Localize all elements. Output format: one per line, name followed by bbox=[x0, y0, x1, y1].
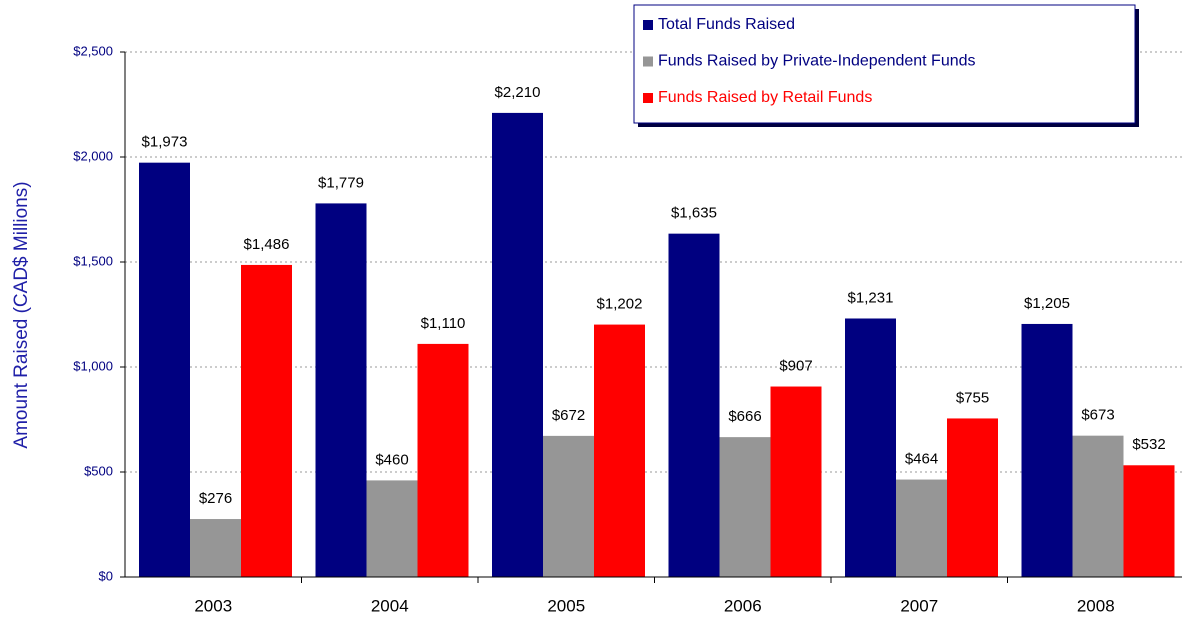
x-tick-label: 2005 bbox=[547, 596, 585, 615]
value-label: $666 bbox=[728, 408, 761, 425]
x-tick-label: 2003 bbox=[194, 596, 232, 615]
legend-swatch bbox=[643, 20, 653, 30]
value-label: $1,202 bbox=[597, 296, 643, 313]
value-label: $1,779 bbox=[318, 174, 364, 191]
value-label: $1,110 bbox=[421, 315, 466, 332]
bar bbox=[1021, 323, 1073, 577]
y-tick-label: $0 bbox=[99, 568, 113, 583]
value-label: $1,205 bbox=[1024, 295, 1070, 312]
value-label: $1,231 bbox=[848, 289, 894, 306]
legend-label: Total Funds Raised bbox=[658, 16, 795, 33]
bar bbox=[947, 418, 998, 577]
x-tick-label: 2004 bbox=[371, 596, 409, 615]
value-label: $460 bbox=[375, 451, 408, 468]
bar bbox=[366, 480, 418, 577]
bar bbox=[668, 233, 720, 577]
legend-label: Funds Raised by Retail Funds bbox=[658, 89, 872, 106]
value-label: $2,210 bbox=[495, 84, 541, 101]
value-label: $673 bbox=[1081, 407, 1114, 424]
bar bbox=[543, 435, 594, 577]
legend-swatch bbox=[643, 56, 653, 67]
bar bbox=[1123, 465, 1175, 577]
bar bbox=[770, 386, 822, 577]
y-axis-label: Amount Raised (CAD$ Millions) bbox=[11, 181, 32, 448]
legend-swatch bbox=[643, 93, 653, 103]
x-tick-label: 2007 bbox=[900, 596, 938, 615]
value-label: $1,486 bbox=[244, 236, 290, 253]
value-label: $1,973 bbox=[142, 134, 188, 151]
y-tick-label: $2,000 bbox=[73, 148, 113, 163]
y-tick-label: $1,000 bbox=[73, 358, 113, 373]
legend-label: Funds Raised by Private-Independent Fund… bbox=[658, 53, 976, 70]
value-label: $1,635 bbox=[671, 205, 717, 222]
bar bbox=[896, 479, 947, 577]
value-label: $907 bbox=[779, 357, 812, 374]
bar bbox=[845, 318, 896, 577]
value-label: $755 bbox=[956, 389, 989, 406]
bar bbox=[190, 519, 241, 577]
legend bbox=[633, 4, 1136, 124]
x-tick-label: 2006 bbox=[724, 596, 762, 615]
bar bbox=[1072, 435, 1124, 577]
bar bbox=[241, 264, 292, 577]
value-label: $672 bbox=[552, 407, 585, 424]
bar bbox=[417, 343, 469, 577]
y-tick-label: $500 bbox=[84, 463, 113, 478]
y-tick-label: $1,500 bbox=[73, 253, 113, 268]
value-label: $464 bbox=[905, 451, 938, 468]
bar bbox=[139, 162, 190, 578]
y-tick-label: $2,500 bbox=[73, 43, 113, 58]
x-tick-label: 2008 bbox=[1077, 596, 1115, 615]
value-label: $532 bbox=[1132, 436, 1165, 453]
value-label: $276 bbox=[199, 490, 232, 507]
bar bbox=[492, 112, 543, 578]
bar bbox=[594, 324, 645, 577]
bar bbox=[315, 203, 367, 577]
bar bbox=[719, 437, 771, 577]
